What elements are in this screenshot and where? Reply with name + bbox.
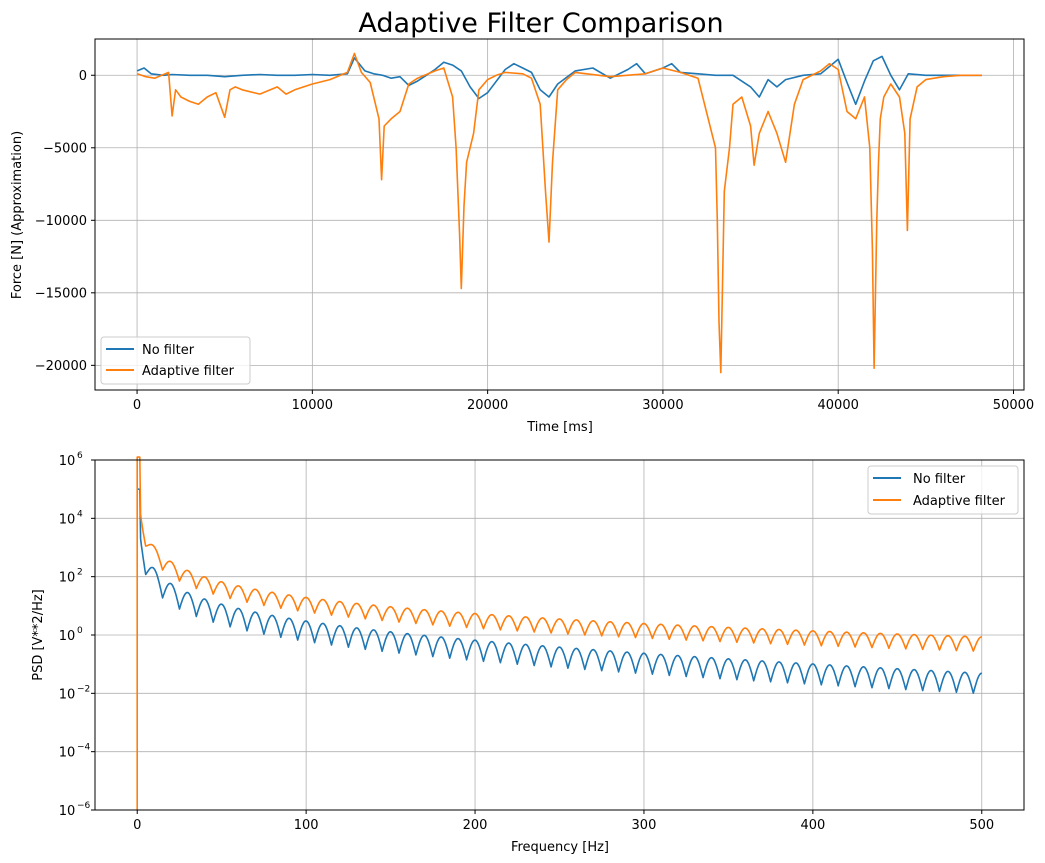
force-chart-x-ticks: 0 10000 20000 30000 40000 50000 [133, 390, 1034, 413]
psd-y-tick-label: 10 [59, 746, 76, 761]
force-x-tick-label: 0 [133, 398, 141, 413]
force-legend-adaptive-label: Adaptive filter [142, 364, 235, 379]
force-series-adaptive-filter [136, 52, 982, 374]
psd-y-tick-exponent: 2 [77, 568, 83, 578]
psd-series-adaptive-filter [136, 456, 982, 810]
force-chart-frame [94, 38, 1025, 391]
psd-y-tick-exponent: 0 [77, 626, 83, 636]
psd-y-axis-label: PSD [V**2/Hz] [31, 589, 46, 681]
psd-x-tick-label: 300 [632, 818, 657, 833]
psd-y-tick-exponent: −2 [77, 684, 90, 694]
force-legend-no-filter-label: No filter [142, 343, 195, 358]
psd-y-tick-label: 10 [59, 512, 76, 527]
force-x-tick-label: 10000 [292, 398, 333, 413]
psd-y-tick-label: 10 [59, 571, 76, 586]
force-chart: 0 10000 20000 30000 40000 50000 0 −5000 −10000 −… [10, 38, 1034, 435]
force-chart-y-ticks: 0 −5000 −10000 −15000 −20000 [35, 69, 95, 374]
psd-y-tick-label: 10 [59, 629, 76, 644]
force-x-tick-label: 30000 [642, 398, 683, 413]
force-y-tick-label: −5000 [43, 141, 87, 156]
psd-legend-box [867, 465, 1019, 515]
force-series-no-filter [136, 55, 982, 106]
psd-y-tick-exponent: 6 [77, 451, 83, 461]
psd-chart-x-ticks: 0 100 200 300 400 500 [133, 810, 994, 833]
force-y-tick-label: −20000 [35, 359, 87, 374]
psd-y-tick-exponent: 4 [77, 509, 83, 519]
psd-y-tick-label: 10 [59, 454, 76, 469]
force-y-tick-label: 0 [79, 69, 87, 84]
psd-x-tick-label: 400 [800, 818, 825, 833]
psd-x-tick-label: 100 [294, 818, 319, 833]
psd-legend-adaptive-label: Adaptive filter [913, 494, 1006, 509]
force-legend: No filter Adaptive filter [100, 336, 251, 385]
psd-x-tick-label: 500 [969, 818, 994, 833]
psd-x-tick-label: 200 [463, 818, 488, 833]
psd-legend-no-filter-label: No filter [913, 472, 966, 487]
psd-y-tick-exponent: −6 [77, 801, 91, 811]
force-y-tick-label: −15000 [35, 286, 87, 301]
psd-x-axis-label: Frequency [Hz] [511, 840, 609, 855]
force-y-axis-label: Force [N] (Approximation) [10, 131, 25, 299]
psd-x-tick-label: 0 [133, 818, 141, 833]
figure-title: Adaptive Filter Comparison [358, 8, 723, 39]
force-y-tick-label: −10000 [35, 214, 87, 229]
psd-chart-series [136, 456, 982, 810]
psd-y-tick-exponent: −4 [77, 743, 91, 753]
psd-y-tick-label: 10 [59, 687, 76, 702]
psd-series-no-filter [137, 488, 982, 694]
force-chart-series [136, 52, 982, 374]
force-x-tick-label: 40000 [818, 398, 859, 413]
psd-y-tick-label: 10 [59, 804, 76, 819]
force-x-axis-label: Time [ms] [526, 420, 593, 435]
force-legend-box [100, 336, 251, 385]
psd-legend: No filter Adaptive filter [867, 465, 1019, 515]
force-x-tick-label: 50000 [993, 398, 1034, 413]
force-x-tick-label: 20000 [467, 398, 508, 413]
